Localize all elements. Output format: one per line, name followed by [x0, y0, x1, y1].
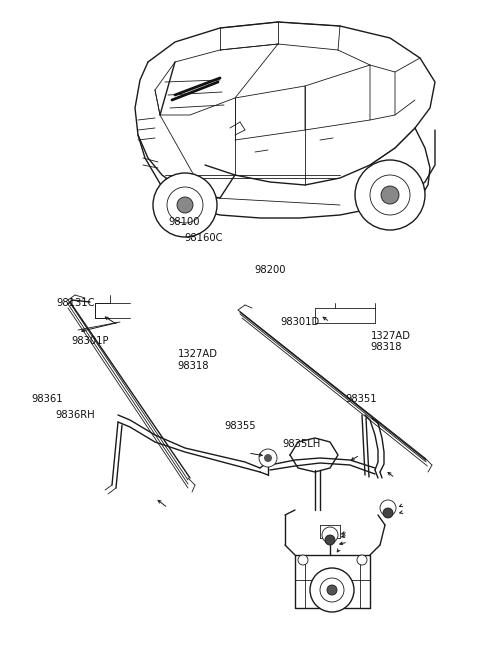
Text: 98301P: 98301P	[71, 336, 108, 345]
Text: 98318: 98318	[178, 361, 209, 371]
Circle shape	[320, 578, 344, 602]
Text: 98361: 98361	[31, 395, 63, 404]
Circle shape	[325, 535, 335, 545]
Text: 1327AD: 1327AD	[371, 331, 410, 341]
Text: 98200: 98200	[254, 265, 286, 275]
Text: 9835LH: 9835LH	[282, 440, 321, 449]
Circle shape	[177, 197, 193, 213]
Text: 98160C: 98160C	[184, 233, 223, 242]
Text: 98355: 98355	[225, 422, 256, 431]
Circle shape	[327, 585, 337, 595]
Circle shape	[259, 449, 277, 467]
Text: 1327AD: 1327AD	[178, 349, 217, 359]
Circle shape	[383, 508, 393, 518]
Circle shape	[357, 555, 367, 565]
Circle shape	[264, 454, 272, 462]
Text: 98100: 98100	[168, 218, 200, 227]
Circle shape	[381, 186, 399, 204]
Circle shape	[153, 173, 217, 237]
Circle shape	[370, 175, 410, 215]
Circle shape	[355, 160, 425, 230]
Text: 98131C: 98131C	[57, 298, 95, 307]
Text: 98301D: 98301D	[281, 317, 320, 327]
Circle shape	[322, 527, 338, 543]
Text: 98351: 98351	[346, 395, 377, 404]
Circle shape	[380, 500, 396, 516]
Text: 98318: 98318	[371, 343, 402, 352]
Circle shape	[167, 187, 203, 223]
Text: 9836RH: 9836RH	[55, 411, 95, 420]
Circle shape	[298, 555, 308, 565]
Circle shape	[310, 568, 354, 612]
